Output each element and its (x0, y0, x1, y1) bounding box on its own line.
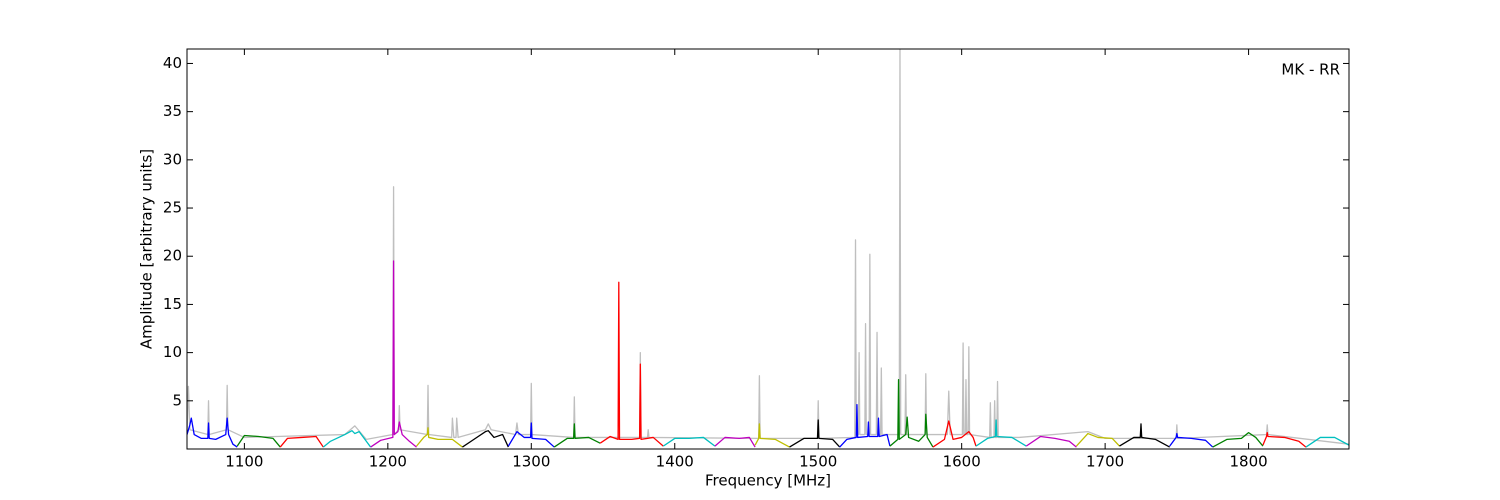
y-tick-label: 35 (163, 102, 182, 120)
x-tick-label: 1200 (369, 453, 407, 471)
annotation: MK - RR (1281, 61, 1340, 79)
spectrum-line (236, 434, 281, 448)
y-tick-label: 5 (172, 391, 182, 409)
spectrum-line (187, 49, 1349, 445)
spectrum-line (889, 378, 934, 448)
spectrum-line (553, 423, 601, 448)
spectrum-line (279, 435, 324, 448)
x-tick-label: 1400 (656, 453, 694, 471)
spectrum-line (789, 419, 841, 448)
y-tick-label: 25 (163, 199, 182, 217)
spectrum-line (1262, 431, 1307, 448)
spectrum-line (662, 436, 716, 447)
spectrum-line (839, 404, 891, 448)
spectrum-line (462, 430, 509, 448)
plot-frame (186, 48, 1350, 450)
spectrum-line (370, 260, 417, 448)
spectrum-line (1075, 432, 1120, 447)
spectrum-line (187, 417, 238, 448)
x-tick-label: 1600 (943, 453, 981, 471)
spectrum-line (416, 427, 463, 448)
spectrum-line (507, 422, 555, 448)
plot-lines (187, 49, 1349, 448)
y-tick-label: 30 (163, 150, 182, 168)
y-tick-label: 15 (163, 295, 182, 313)
spectrum-line (1169, 432, 1214, 448)
spectrum-line (1212, 431, 1264, 448)
x-tick-label: 1100 (225, 453, 263, 471)
y-axis-label: Amplitude [arbitrary units] (138, 149, 156, 349)
y-tick-label: 20 (163, 247, 182, 265)
spectrum-line (754, 423, 790, 448)
spectrum-line (1025, 435, 1077, 448)
x-tick-label: 1500 (799, 453, 837, 471)
x-tick-label: 1300 (512, 453, 550, 471)
spectrum-line (975, 419, 1027, 447)
spectrum-line (1119, 423, 1170, 448)
spectrum-line (1305, 436, 1349, 448)
x-tick-label: 1700 (1086, 453, 1124, 471)
spectrum-line (322, 430, 372, 448)
y-tick-label: 40 (163, 54, 182, 72)
x-tick-label: 1800 (1229, 453, 1267, 471)
spectrum-line (599, 281, 664, 447)
y-tick-label: 10 (163, 343, 182, 361)
x-axis-label: Frequency [MHz] (705, 472, 831, 490)
spectrum-line (714, 436, 756, 448)
spectrum-line (932, 420, 977, 448)
